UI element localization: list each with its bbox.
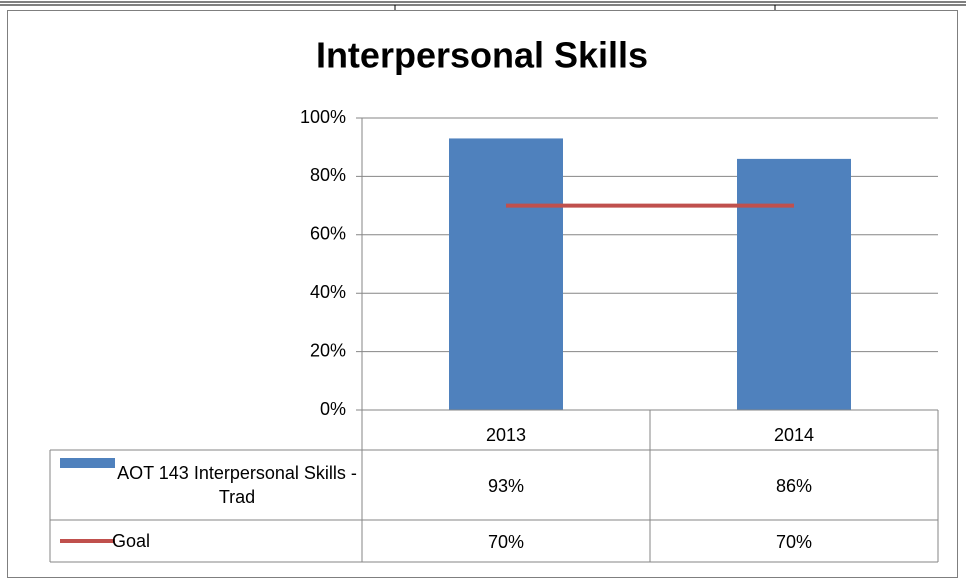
legend-label-box: Goal (112, 531, 151, 551)
chart-title: Interpersonal Skills (316, 35, 648, 76)
table-value: 70% (776, 532, 812, 552)
y-tick-label: 0% (320, 399, 346, 419)
bar (449, 138, 563, 410)
y-tick-label: 100% (300, 107, 346, 127)
legend-key (60, 458, 115, 468)
legend-label: Goal (112, 531, 151, 551)
x-tick-label: 2013 (486, 425, 526, 445)
table-value: 70% (488, 532, 524, 552)
y-tick-label: 80% (310, 165, 346, 185)
table-value: 86% (776, 476, 812, 496)
y-tick-label: 20% (310, 340, 346, 360)
x-tick-label: 2014 (774, 425, 814, 445)
table-value: 93% (488, 476, 524, 496)
y-tick-label: 40% (310, 282, 346, 302)
y-tick-label: 60% (310, 224, 346, 244)
legend-label: AOT 143 Interpersonal Skills - Trad (117, 463, 357, 507)
legend-label-box: AOT 143 Interpersonal Skills - Trad (117, 463, 357, 507)
bar (737, 158, 851, 410)
